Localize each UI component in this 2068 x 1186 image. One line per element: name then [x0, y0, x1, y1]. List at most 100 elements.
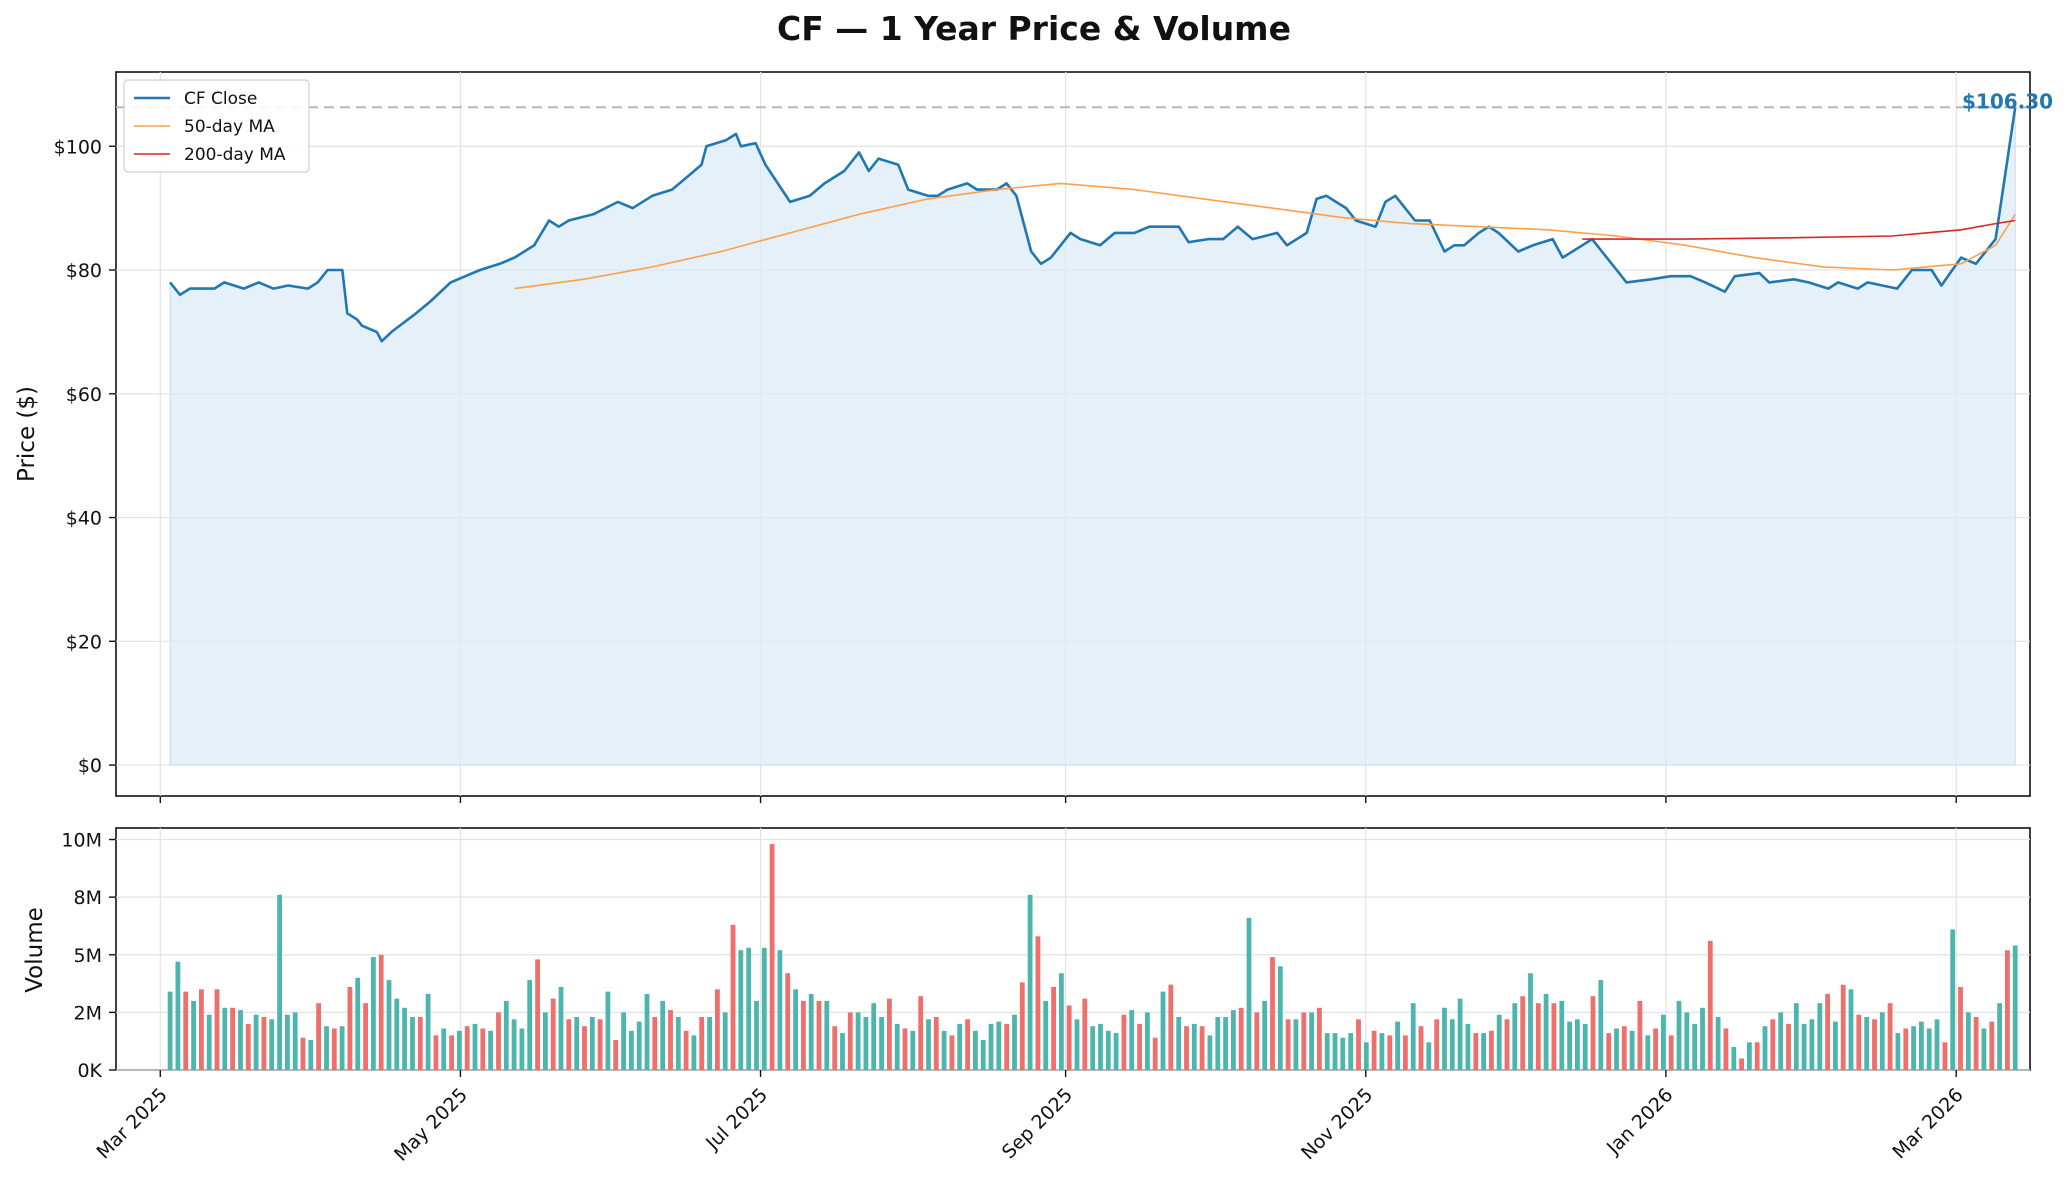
volume-bar — [1442, 1007, 1447, 1070]
volume-bar — [1051, 987, 1056, 1070]
volume-bar — [738, 950, 744, 1070]
volume-bar — [535, 959, 540, 1070]
price-y-axis-label: Price ($) — [14, 386, 40, 482]
volume-bar — [1668, 1035, 1674, 1070]
volume-bar — [1684, 1012, 1690, 1070]
volume-bar — [214, 989, 220, 1070]
volume-bar — [1363, 1042, 1369, 1070]
volume-bar — [261, 1017, 267, 1070]
volume-bar — [2012, 945, 2018, 1070]
volume-bar — [1019, 982, 1025, 1070]
volume-bar — [1575, 1019, 1580, 1070]
volume-bar — [191, 1000, 196, 1070]
volume-bar — [801, 1000, 806, 1070]
volume-bar — [167, 991, 173, 1070]
volume-bar — [1129, 1010, 1135, 1070]
volume-bar — [1332, 1033, 1338, 1070]
volume-bar — [1981, 1028, 1987, 1070]
volume-y-ticks: 0K 2M 5M 8M 10M — [61, 830, 116, 1082]
volume-bar — [457, 1030, 462, 1070]
volume-bar — [1168, 984, 1174, 1070]
volume-bar — [699, 1017, 705, 1070]
volume-bar — [1504, 1019, 1510, 1070]
volume-bar — [777, 950, 783, 1070]
volume-bar — [1879, 1012, 1885, 1070]
legend-label: CF Close — [184, 89, 257, 109]
volume-bar — [1262, 1000, 1268, 1070]
volume-y-axis-label: Volume — [22, 907, 48, 993]
volume-bar — [1145, 1012, 1150, 1070]
volume-bar — [1348, 1033, 1354, 1070]
volume-bar — [347, 987, 353, 1070]
volume-bar — [1059, 973, 1064, 1070]
volume-bar — [1199, 1026, 1205, 1070]
volume-bar — [1285, 1019, 1291, 1070]
volume-bar — [652, 1017, 658, 1070]
volume-bar — [1653, 1028, 1658, 1070]
volume-bar — [1559, 1000, 1565, 1070]
volume-bar — [449, 1035, 454, 1070]
volume-bar — [1840, 984, 1846, 1070]
volume-bar — [316, 1003, 321, 1070]
price-ytick-label: $20 — [66, 631, 102, 653]
volume-bar — [769, 844, 775, 1070]
volume-bar — [1004, 1023, 1010, 1070]
price-ytick-label: $60 — [66, 384, 102, 406]
volume-bar — [1817, 1003, 1823, 1070]
volume-bar — [589, 1017, 595, 1070]
volume-bar — [1551, 1003, 1557, 1070]
volume-bar — [1309, 1012, 1314, 1070]
volume-bar — [1512, 1003, 1518, 1070]
volume-bar — [300, 1037, 306, 1070]
volume-bar — [761, 947, 767, 1070]
volume-bar — [1895, 1033, 1901, 1070]
volume-bar — [1864, 1017, 1870, 1070]
volume-bar — [238, 1010, 243, 1070]
volume-bar — [629, 1030, 634, 1070]
volume-bar — [1535, 1003, 1541, 1070]
volume-bar — [871, 1003, 877, 1070]
volume-bar — [543, 1012, 548, 1070]
volume-bar — [410, 1017, 415, 1070]
volume-bar — [613, 1040, 619, 1070]
volume-bar — [785, 973, 791, 1070]
volume-bar — [1457, 998, 1463, 1070]
volume-bar — [1426, 1042, 1432, 1070]
volume-bar — [1731, 1047, 1737, 1070]
volume-bar — [1973, 1017, 1979, 1070]
volume-bar — [1621, 1026, 1627, 1070]
volume-bar — [1324, 1033, 1330, 1070]
volume-bar — [1692, 1023, 1698, 1070]
last-price-label: $106.30 — [1962, 89, 2053, 113]
volume-bar — [1301, 1012, 1307, 1070]
volume-bar — [175, 961, 181, 1070]
volume-bar — [894, 1023, 900, 1070]
volume-bar — [1567, 1021, 1572, 1070]
volume-bar — [1997, 1003, 2002, 1070]
price-y-ticks: $0 $20 $40 $60 $80 $100 — [54, 136, 116, 777]
volume-bar — [879, 1017, 884, 1070]
volume-bar — [988, 1023, 994, 1070]
volume-bar — [683, 1030, 689, 1070]
volume-bar — [472, 1023, 478, 1070]
volume-bar — [863, 1017, 869, 1070]
volume-bar — [269, 1019, 275, 1070]
volume-ytick-label: 2M — [74, 1002, 102, 1024]
volume-bar — [503, 1000, 509, 1070]
legend-box — [123, 79, 310, 173]
volume-bar — [394, 998, 400, 1070]
volume-bar — [1582, 1023, 1588, 1070]
volume-bar — [715, 989, 720, 1070]
volume-bar — [488, 1030, 493, 1070]
volume-bar — [1043, 1000, 1049, 1070]
volume-bar — [527, 980, 533, 1070]
volume-bar — [816, 1000, 822, 1070]
volume-bar — [1082, 998, 1088, 1070]
volume-bar — [183, 991, 189, 1070]
volume-bar — [1629, 1030, 1635, 1070]
volume-bar — [1919, 1021, 1924, 1070]
volume-bar — [1223, 1017, 1228, 1070]
volume-bar — [1747, 1042, 1752, 1070]
volume-bar — [1700, 1007, 1705, 1070]
volume-bar — [1277, 966, 1283, 1070]
